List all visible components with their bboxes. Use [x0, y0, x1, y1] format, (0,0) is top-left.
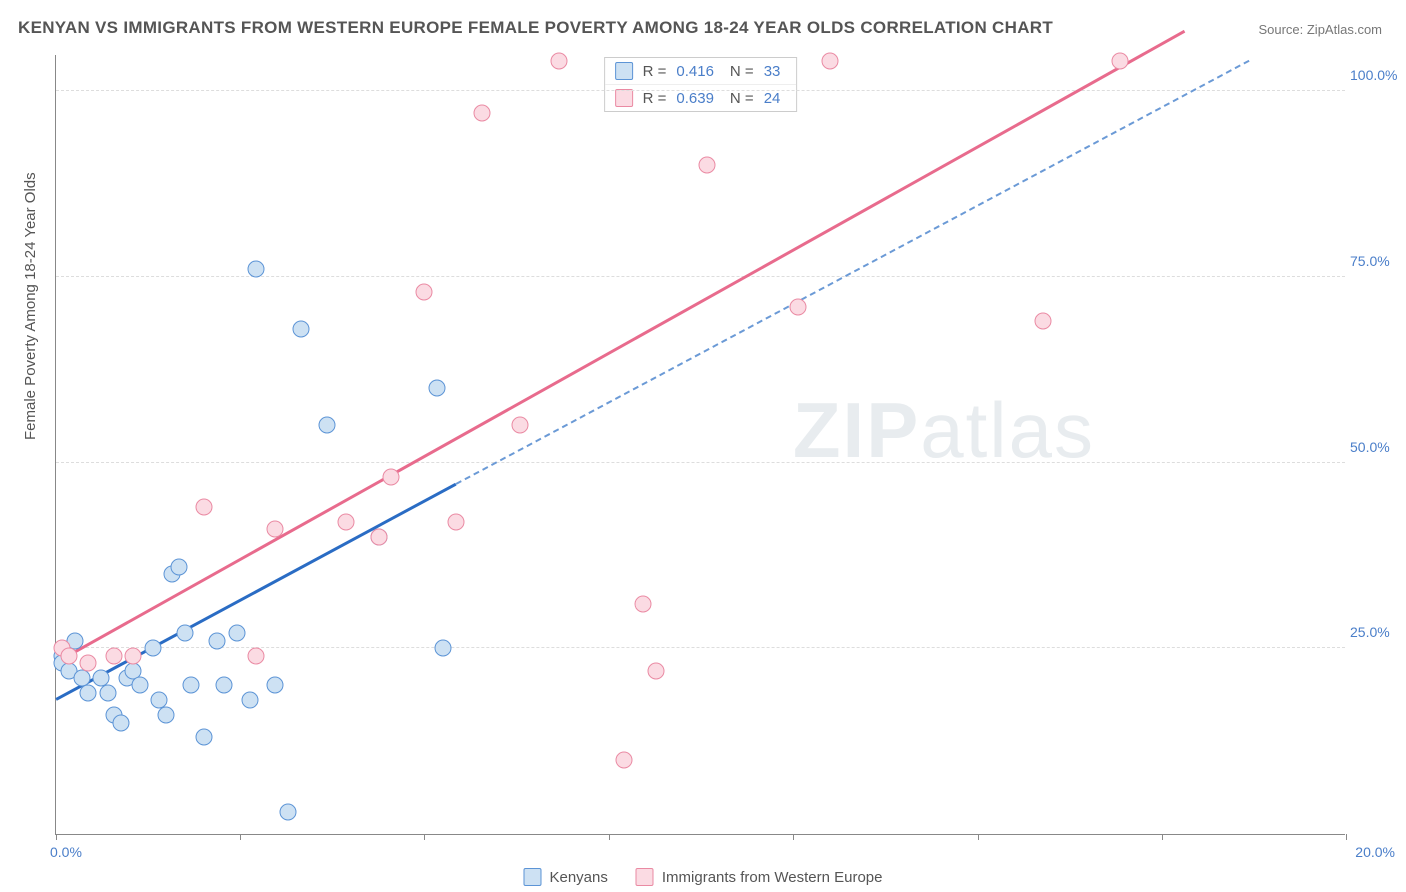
data-point [183, 677, 200, 694]
data-point [157, 707, 174, 724]
legend-item: Kenyans [523, 868, 607, 886]
data-point [551, 53, 568, 70]
data-point [215, 677, 232, 694]
stats-row: R = 0.416 N = 33 [605, 58, 797, 84]
data-point [267, 677, 284, 694]
data-point [80, 684, 97, 701]
y-axis-label: Female Poverty Among 18-24 Year Olds [22, 172, 39, 440]
legend-swatch [523, 868, 541, 886]
data-point [634, 595, 651, 612]
r-value: 0.416 [676, 63, 714, 80]
gridline [56, 90, 1345, 91]
data-point [1112, 53, 1129, 70]
x-tick [424, 834, 425, 840]
r-value: 0.639 [676, 90, 714, 107]
data-point [106, 647, 123, 664]
n-label: N = [730, 90, 754, 107]
bottom-legend: Kenyans Immigrants from Western Europe [523, 868, 882, 886]
data-point [80, 655, 97, 672]
data-point [699, 157, 716, 174]
data-point [125, 647, 142, 664]
data-point [209, 632, 226, 649]
y-tick-label: 75.0% [1350, 253, 1405, 269]
chart-title: KENYAN VS IMMIGRANTS FROM WESTERN EUROPE… [18, 18, 1053, 38]
x-tick [1346, 834, 1347, 840]
data-point [144, 640, 161, 657]
data-point [170, 558, 187, 575]
data-point [99, 684, 116, 701]
n-label: N = [730, 63, 754, 80]
data-point [512, 417, 529, 434]
data-point [196, 729, 213, 746]
data-point [196, 499, 213, 516]
gridline [56, 276, 1345, 277]
r-label: R = [643, 90, 667, 107]
x-tick [793, 834, 794, 840]
gridline [56, 647, 1345, 648]
n-value: 33 [764, 63, 781, 80]
data-point [473, 105, 490, 122]
y-tick-label: 50.0% [1350, 439, 1405, 455]
data-point [267, 521, 284, 538]
data-point [293, 320, 310, 337]
data-point [647, 662, 664, 679]
y-tick-label: 100.0% [1350, 67, 1405, 83]
gridline [56, 462, 1345, 463]
data-point [447, 514, 464, 531]
data-point [789, 298, 806, 315]
legend-label: Kenyans [549, 869, 607, 886]
chart-plot-area: ZIPatlas R =0.416N =33R =0.639N =24 25.0… [55, 55, 1345, 835]
regression-line-extrapolated [455, 60, 1249, 485]
data-point [228, 625, 245, 642]
data-point [370, 528, 387, 545]
data-point [428, 380, 445, 397]
data-point [822, 53, 839, 70]
data-point [1034, 313, 1051, 330]
data-point [177, 625, 194, 642]
legend-label: Immigrants from Western Europe [662, 869, 883, 886]
data-point [280, 803, 297, 820]
legend-swatch [636, 868, 654, 886]
regression-line [55, 29, 1185, 663]
stats-row: R = 0.639 N = 24 [605, 84, 797, 111]
data-point [60, 647, 77, 664]
data-point [615, 751, 632, 768]
data-point [131, 677, 148, 694]
legend-item: Immigrants from Western Europe [636, 868, 883, 886]
correlation-stats-box: R = 0.416 N = 33 R = 0.639 N = 24 [604, 57, 798, 112]
x-tick [1162, 834, 1163, 840]
x-tick [240, 834, 241, 840]
r-label: R = [643, 63, 667, 80]
legend-swatch [615, 89, 633, 107]
data-point [415, 283, 432, 300]
data-point [241, 692, 258, 709]
data-point [383, 469, 400, 486]
data-point [247, 647, 264, 664]
n-value: 24 [764, 90, 781, 107]
regression-line [55, 483, 456, 701]
y-tick-label: 25.0% [1350, 624, 1405, 640]
data-point [338, 514, 355, 531]
data-point [435, 640, 452, 657]
x-tick [978, 834, 979, 840]
data-point [318, 417, 335, 434]
data-point [247, 261, 264, 278]
x-tick-label: 20.0% [1355, 844, 1395, 860]
source-attribution: Source: ZipAtlas.com [1258, 22, 1382, 37]
x-tick [56, 834, 57, 840]
legend-swatch [615, 62, 633, 80]
x-tick-label: 0.0% [50, 844, 82, 860]
x-tick [609, 834, 610, 840]
data-point [112, 714, 129, 731]
